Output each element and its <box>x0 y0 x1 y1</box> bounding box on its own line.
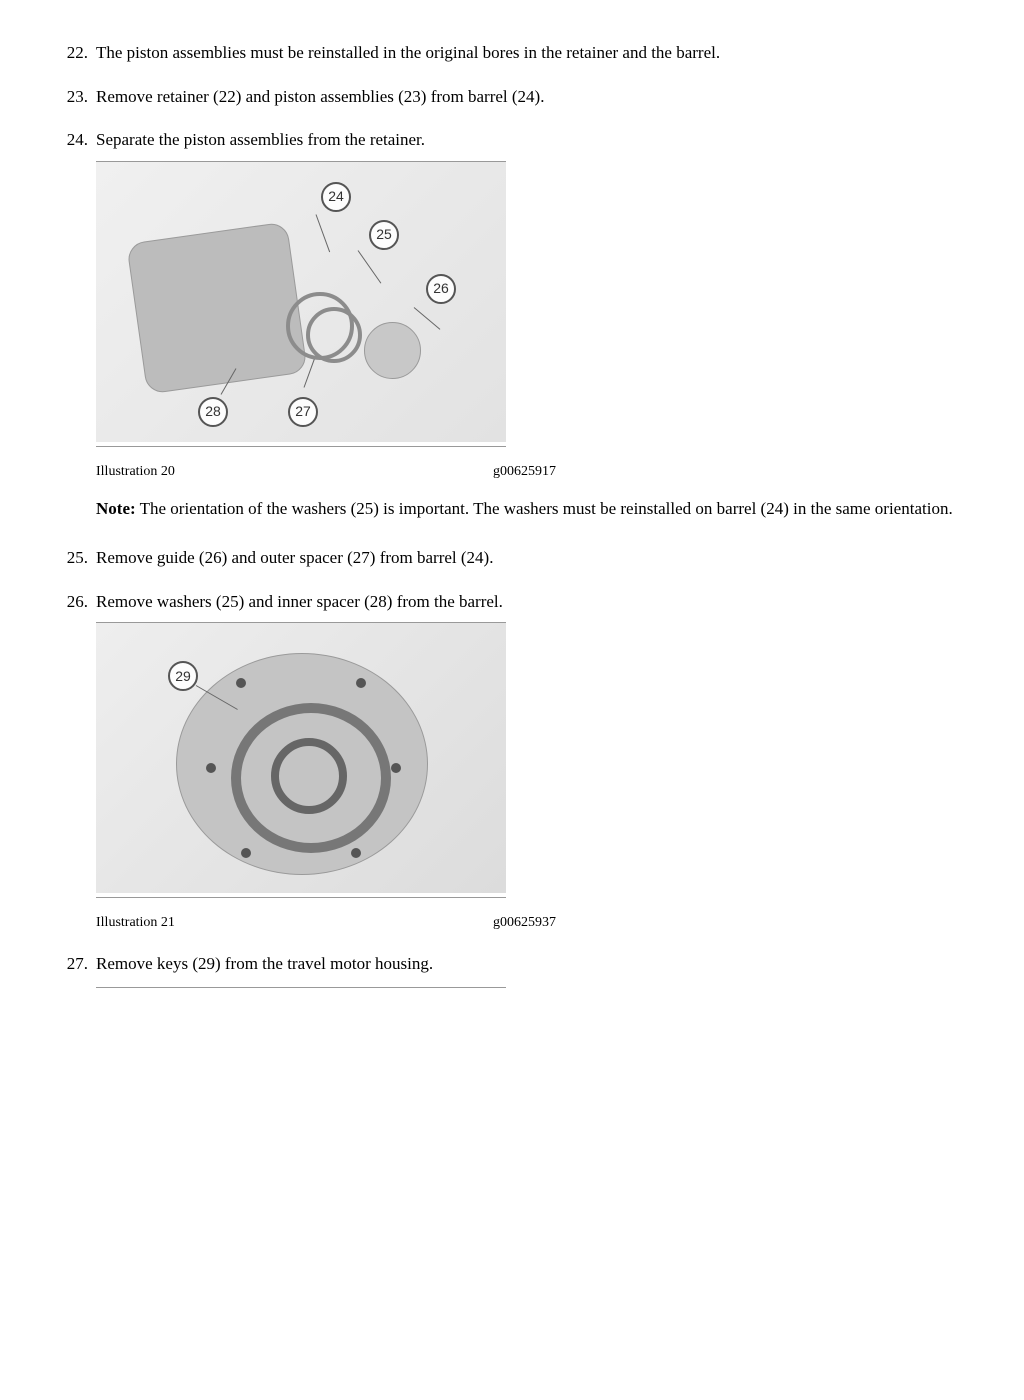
illustration-code: g00625917 <box>493 461 556 482</box>
callout-26: 26 <box>426 274 456 304</box>
step-number: 25. <box>60 545 88 571</box>
step-body: Remove keys (29) from the travel motor h… <box>96 951 964 988</box>
step-27: 27. Remove keys (29) from the travel mot… <box>60 951 964 988</box>
step-number: 26. <box>60 589 88 934</box>
step-number: 22. <box>60 40 88 66</box>
figure-21-caption: Illustration 21 g00625937 <box>96 912 556 933</box>
figure-20-note: Note: The orientation of the washers (25… <box>96 496 964 522</box>
note-text: The orientation of the washers (25) is i… <box>136 499 953 518</box>
step-23: 23. Remove retainer (22) and piston asse… <box>60 84 964 110</box>
figure-rule-bottom <box>96 446 506 447</box>
callout-27: 27 <box>288 397 318 427</box>
step-body: Separate the piston assemblies from the … <box>96 127 964 527</box>
step-text: Remove keys (29) from the travel motor h… <box>96 954 433 973</box>
step-24: 24. Separate the piston assemblies from … <box>60 127 964 527</box>
step-number: 27. <box>60 951 88 988</box>
step-text: Remove washers (25) and inner spacer (28… <box>96 592 503 611</box>
step-26: 26. Remove washers (25) and inner spacer… <box>60 589 964 934</box>
callout-28: 28 <box>198 397 228 427</box>
step-text: Separate the piston assemblies from the … <box>96 130 425 149</box>
figure-21-image: 29 <box>96 623 506 893</box>
step-number: 24. <box>60 127 88 527</box>
illustration-code: g00625937 <box>493 912 556 933</box>
figure-20: 24 25 26 27 28 <box>96 161 506 447</box>
step-text: The piston assemblies must be reinstalle… <box>96 40 964 66</box>
illustration-label: Illustration 21 <box>96 912 175 933</box>
callout-29: 29 <box>168 661 198 691</box>
step-25: 25. Remove guide (26) and outer spacer (… <box>60 545 964 571</box>
callout-25: 25 <box>369 220 399 250</box>
figure-21: 29 <box>96 622 506 898</box>
illustration-label: Illustration 20 <box>96 461 175 482</box>
figure-20-image: 24 25 26 27 28 <box>96 162 506 442</box>
step-number: 23. <box>60 84 88 110</box>
note-label: Note: <box>96 499 136 518</box>
step-list: 22. The piston assemblies must be reinst… <box>60 40 964 988</box>
step-text: Remove retainer (22) and piston assembli… <box>96 84 964 110</box>
trailing-rule <box>96 987 506 988</box>
figure-rule-bottom <box>96 897 506 898</box>
step-22: 22. The piston assemblies must be reinst… <box>60 40 964 66</box>
step-body: Remove washers (25) and inner spacer (28… <box>96 589 964 934</box>
callout-24: 24 <box>321 182 351 212</box>
figure-20-caption: Illustration 20 g00625917 <box>96 461 556 482</box>
step-text: Remove guide (26) and outer spacer (27) … <box>96 545 964 571</box>
